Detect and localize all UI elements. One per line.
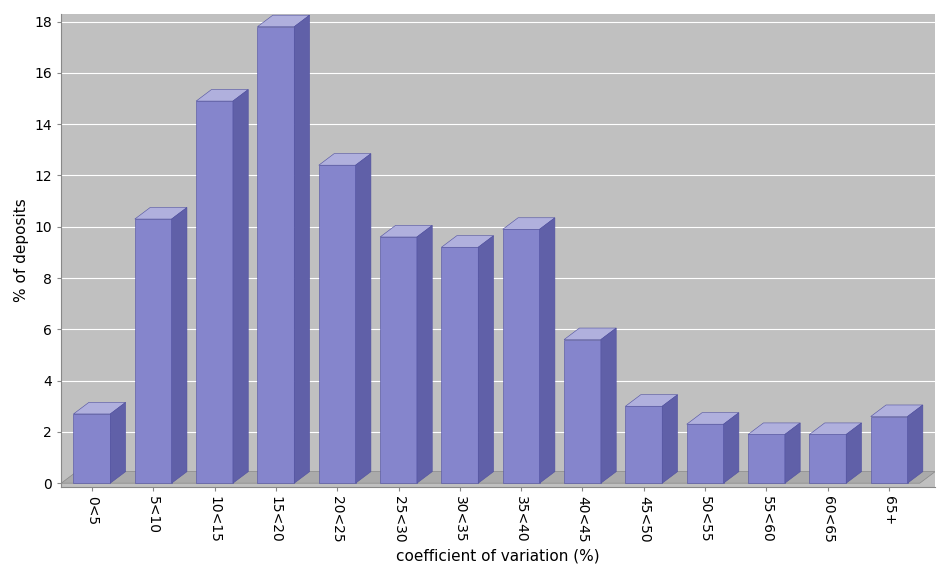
Polygon shape bbox=[503, 229, 540, 483]
Polygon shape bbox=[601, 328, 616, 483]
Polygon shape bbox=[73, 402, 125, 414]
Polygon shape bbox=[785, 423, 800, 483]
X-axis label: coefficient of variation (%): coefficient of variation (%) bbox=[397, 548, 600, 563]
Polygon shape bbox=[748, 434, 785, 483]
Polygon shape bbox=[381, 237, 417, 483]
Y-axis label: % of deposits: % of deposits bbox=[14, 198, 28, 302]
Polygon shape bbox=[625, 395, 678, 406]
Polygon shape bbox=[503, 218, 555, 229]
Polygon shape bbox=[540, 218, 555, 483]
Polygon shape bbox=[723, 413, 739, 483]
Polygon shape bbox=[478, 236, 493, 483]
Polygon shape bbox=[319, 153, 371, 165]
Polygon shape bbox=[441, 248, 478, 483]
Polygon shape bbox=[687, 424, 723, 483]
Polygon shape bbox=[294, 15, 309, 483]
Polygon shape bbox=[135, 219, 172, 483]
Polygon shape bbox=[257, 27, 294, 483]
Polygon shape bbox=[319, 165, 356, 483]
Polygon shape bbox=[110, 402, 125, 483]
Polygon shape bbox=[62, 471, 935, 483]
Polygon shape bbox=[809, 423, 862, 434]
Polygon shape bbox=[847, 423, 862, 483]
Polygon shape bbox=[73, 414, 110, 483]
Polygon shape bbox=[625, 406, 662, 483]
Polygon shape bbox=[356, 153, 371, 483]
Polygon shape bbox=[441, 236, 493, 248]
Polygon shape bbox=[871, 417, 907, 483]
Polygon shape bbox=[417, 226, 432, 483]
Polygon shape bbox=[748, 423, 800, 434]
Polygon shape bbox=[233, 89, 249, 483]
Polygon shape bbox=[871, 405, 922, 417]
Polygon shape bbox=[687, 413, 739, 424]
Polygon shape bbox=[257, 15, 309, 27]
Polygon shape bbox=[564, 340, 601, 483]
Polygon shape bbox=[381, 226, 432, 237]
Polygon shape bbox=[135, 208, 187, 219]
Polygon shape bbox=[662, 395, 678, 483]
Polygon shape bbox=[564, 328, 616, 340]
Polygon shape bbox=[907, 405, 922, 483]
Polygon shape bbox=[196, 101, 233, 483]
Polygon shape bbox=[196, 89, 249, 101]
Polygon shape bbox=[809, 434, 847, 483]
Polygon shape bbox=[172, 208, 187, 483]
